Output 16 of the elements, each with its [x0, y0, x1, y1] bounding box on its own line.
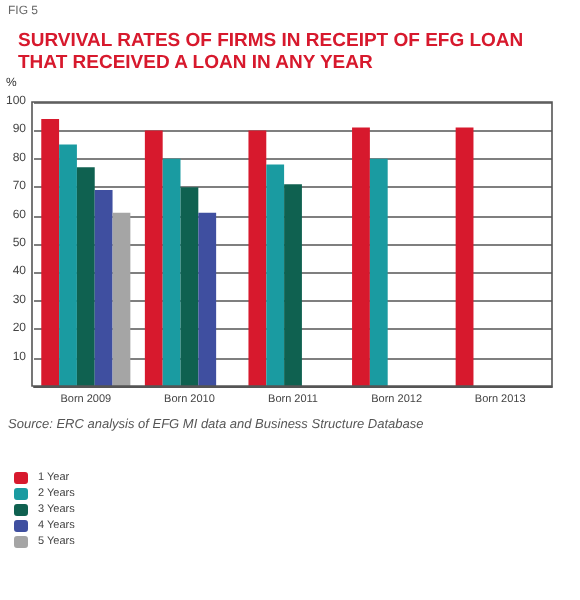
bar — [112, 212, 131, 386]
bar — [369, 158, 388, 386]
bar — [41, 119, 60, 386]
bar — [76, 167, 95, 386]
bar — [198, 212, 217, 386]
chart-title: SURVIVAL RATES OF FIRMS IN RECEIPT OF EFG LOAN THAT RECEIVED A LOAN IN ANY YEAR — [18, 30, 529, 74]
bar — [180, 187, 199, 386]
bar — [94, 190, 113, 386]
bar — [352, 127, 370, 386]
bar — [144, 130, 163, 386]
bar — [248, 130, 267, 386]
bar — [162, 158, 181, 386]
bar — [59, 144, 77, 386]
bar — [455, 127, 474, 386]
bar — [284, 184, 302, 386]
bar — [266, 164, 285, 386]
